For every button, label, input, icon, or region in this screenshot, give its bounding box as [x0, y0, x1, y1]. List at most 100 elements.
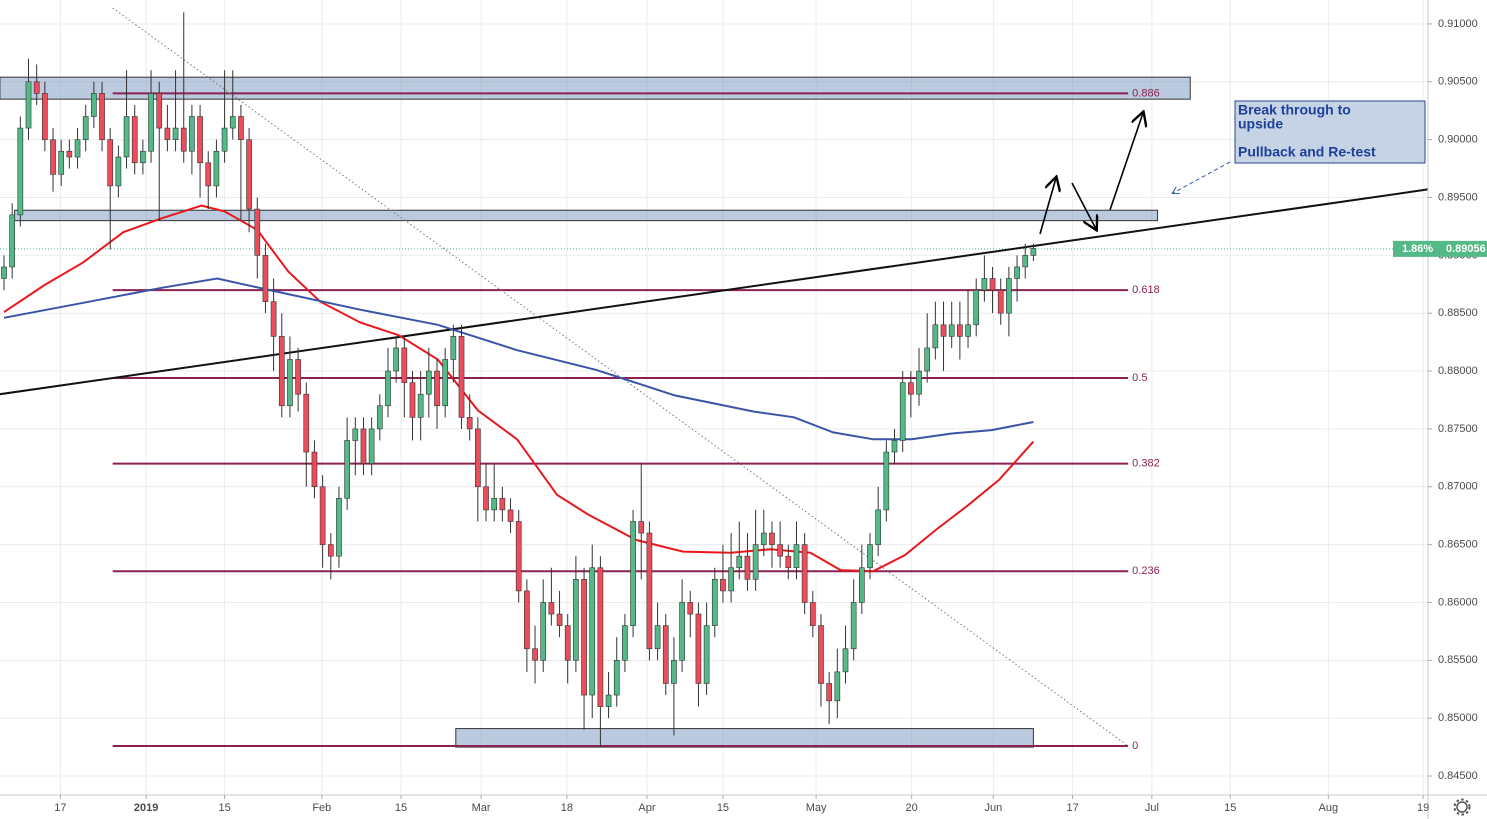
candle-body — [164, 127, 171, 140]
y-tick-label: 0.88500 — [1438, 307, 1478, 319]
candle-body — [475, 428, 481, 488]
candle-body — [973, 289, 980, 326]
x-tick-label: 2019 — [134, 802, 158, 814]
candle-body — [91, 93, 97, 117]
candle-body — [25, 81, 32, 129]
candle-body — [581, 579, 587, 696]
candle-body — [205, 162, 212, 187]
y-tick-label: 0.86500 — [1438, 539, 1478, 551]
candle-body — [123, 116, 130, 158]
candle-body — [140, 150, 146, 164]
candle-body — [957, 324, 963, 337]
y-tick-label: 0.87000 — [1438, 481, 1478, 493]
candle-body — [58, 150, 65, 175]
candle-body — [450, 336, 457, 360]
candle-body — [826, 683, 832, 702]
candle-body — [605, 694, 612, 707]
candle-body — [1030, 248, 1037, 256]
candle-body — [311, 451, 318, 488]
candle-body — [360, 428, 367, 464]
candle-body — [728, 567, 734, 592]
candle-body — [270, 301, 277, 337]
candle-body — [818, 625, 824, 684]
candle-body — [507, 509, 514, 522]
candle-body — [74, 139, 81, 158]
x-tick-label: Jun — [984, 802, 1002, 814]
candle-body — [458, 336, 465, 418]
x-tick-label: 18 — [561, 802, 573, 814]
y-tick-label: 0.85000 — [1438, 712, 1478, 724]
candle-body — [287, 359, 293, 407]
candle-body — [9, 214, 16, 268]
candle-body — [1022, 255, 1029, 268]
candle-body — [908, 382, 914, 395]
candle-body — [434, 370, 440, 407]
candle-body — [172, 127, 179, 140]
candle-body — [426, 370, 432, 395]
candle-body — [801, 544, 808, 603]
candle-body — [278, 336, 285, 407]
annotation-text: Break through to — [1238, 102, 1351, 118]
candle-body — [303, 393, 310, 453]
candle-body — [499, 498, 506, 511]
arrow — [1173, 161, 1231, 193]
candle-body — [131, 116, 138, 164]
candle-body — [573, 579, 579, 661]
candle-body — [1014, 266, 1020, 279]
candle-body — [254, 208, 261, 256]
candle-body — [156, 93, 163, 129]
candle-body — [630, 521, 636, 626]
candle-body — [662, 625, 669, 684]
candle-body — [785, 555, 792, 569]
candle-body — [769, 532, 775, 545]
x-tick-label: 15 — [218, 802, 230, 814]
candle-body — [197, 116, 203, 164]
candle-body — [491, 498, 498, 511]
candle-body — [997, 289, 1004, 314]
candle-body — [442, 359, 449, 407]
zone — [14, 209, 1159, 222]
axes: 0.910000.905000.900000.895000.890000.885… — [54, 18, 1487, 814]
candle-body — [809, 602, 816, 626]
candle-body — [613, 660, 620, 696]
settings-icon[interactable] — [1453, 798, 1471, 816]
candle-body — [622, 625, 628, 661]
candle-body — [671, 660, 677, 684]
candle-body — [385, 370, 391, 407]
x-tick-label: Feb — [312, 802, 331, 814]
candle-body — [352, 428, 359, 441]
candle-body — [654, 625, 661, 650]
candle-body — [148, 93, 154, 152]
candle-body — [720, 579, 726, 592]
plot-area: 0.886 0.618 0.5 0.382 0.236 0 — [0, 7, 1428, 752]
annotations: Break through to upside Pullback and Re-… — [1039, 100, 1426, 235]
candle-body — [180, 127, 187, 152]
candle-body — [875, 509, 882, 545]
candle-body — [883, 451, 890, 511]
candle-body — [793, 544, 800, 569]
arrow — [1039, 178, 1056, 235]
candle-body — [736, 555, 743, 569]
candle-body — [344, 440, 350, 499]
candle-body — [515, 521, 522, 592]
candle-body — [393, 347, 399, 372]
zone — [455, 728, 1034, 748]
candle-body — [82, 116, 89, 140]
candle-body — [850, 602, 857, 650]
candle-body — [556, 613, 563, 626]
candle-body — [940, 324, 947, 337]
candle-body — [213, 150, 220, 187]
candle-body — [33, 81, 40, 94]
candle-body — [899, 382, 906, 441]
annotation-text: upside — [1238, 116, 1283, 132]
trend-line — [0, 188, 1428, 396]
candle-body — [466, 417, 473, 430]
candle-body — [532, 648, 538, 661]
candle-body — [695, 613, 702, 684]
x-tick-label: 17 — [54, 802, 66, 814]
x-tick-label: 17 — [1066, 802, 1078, 814]
candle-body — [524, 590, 530, 650]
x-tick-label: Apr — [638, 802, 655, 814]
y-tick-label: 0.85500 — [1438, 654, 1478, 666]
